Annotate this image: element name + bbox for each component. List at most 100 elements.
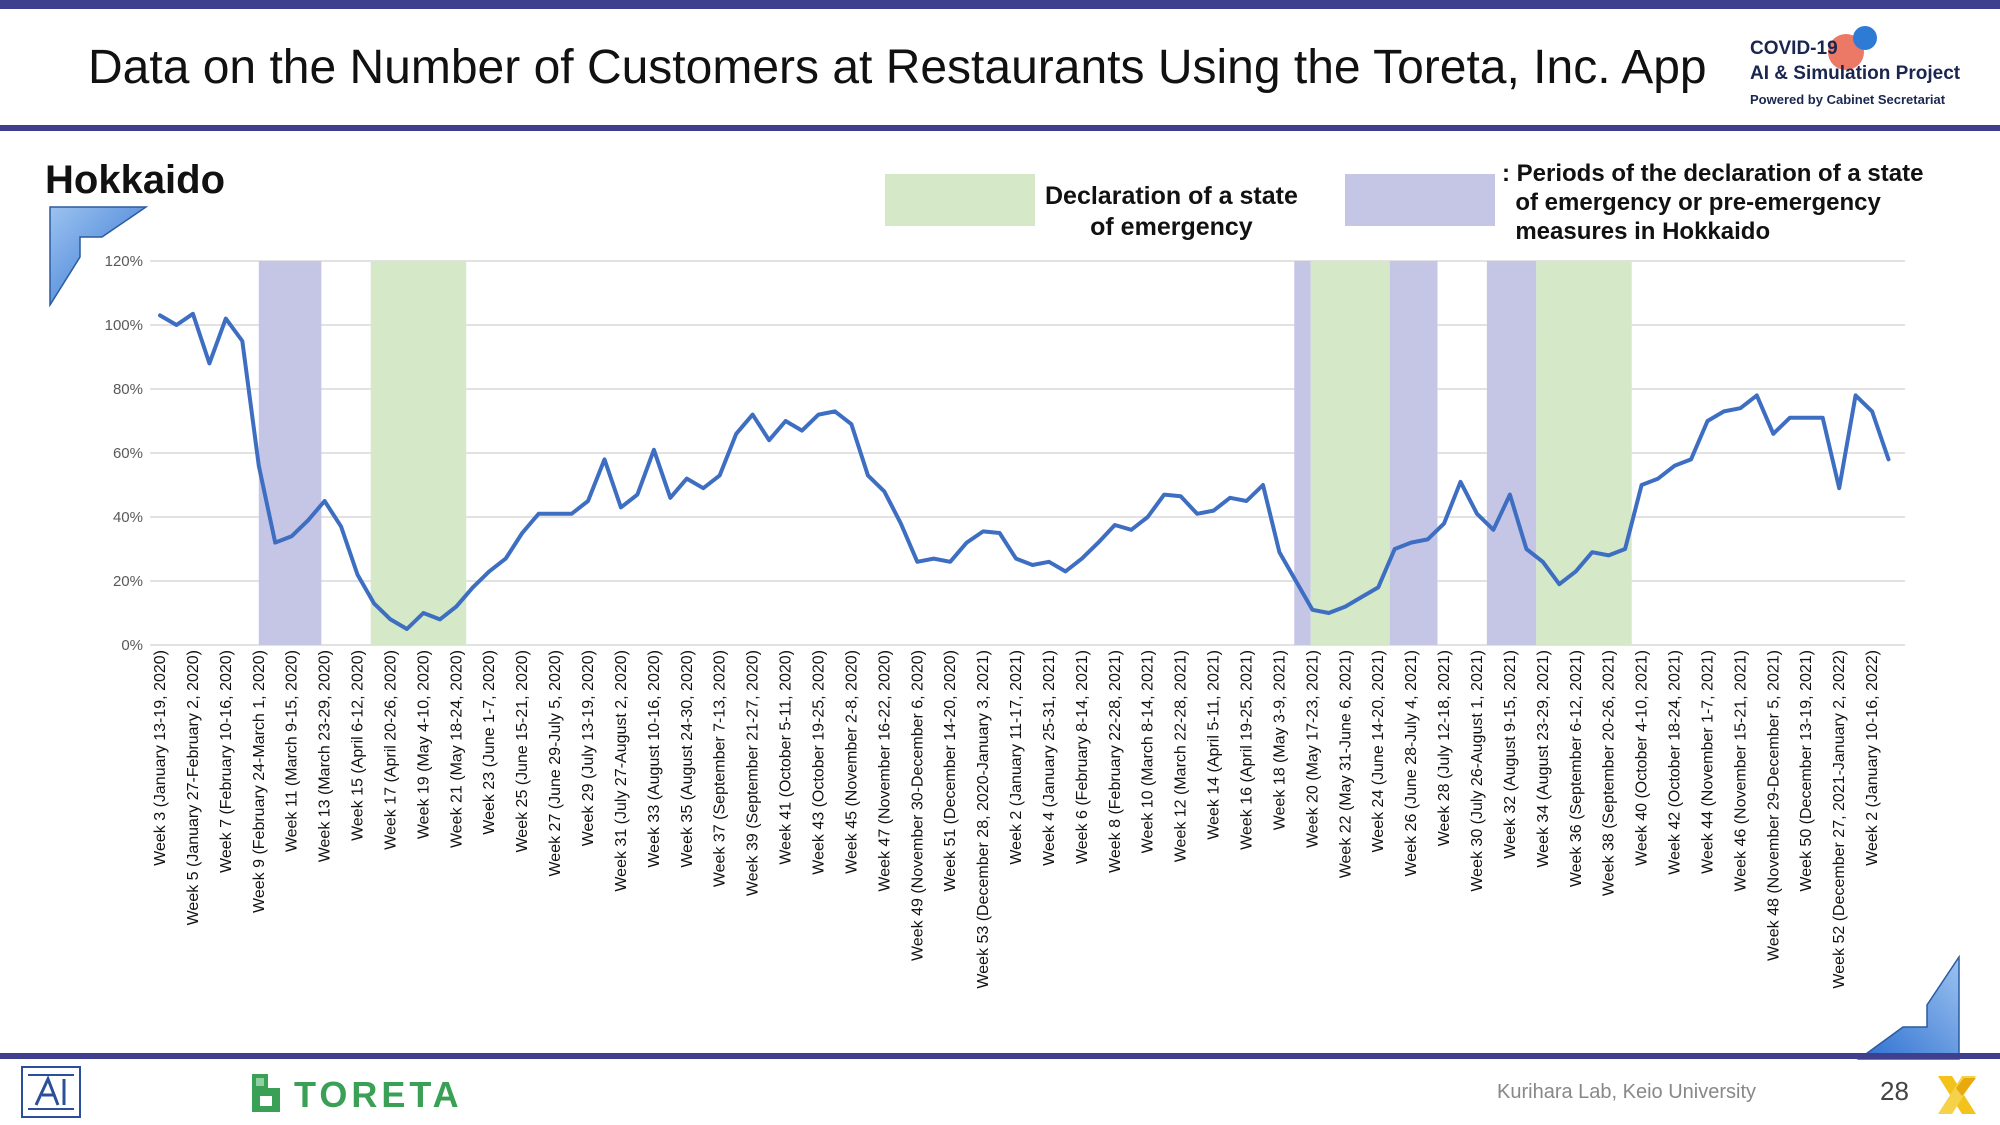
data-point bbox=[1458, 480, 1463, 484]
data-point bbox=[1689, 457, 1693, 461]
x-tick-label: Week 3 (January 13-19, 2020) bbox=[152, 650, 169, 866]
data-point bbox=[1343, 605, 1347, 609]
data-point bbox=[619, 505, 623, 509]
data-point bbox=[1640, 483, 1644, 487]
data-point bbox=[1113, 523, 1117, 527]
x-tick-label: Week 26 (June 28-July 4, 2021) bbox=[1403, 650, 1420, 877]
data-point bbox=[1804, 416, 1808, 420]
x-tick-label: Week 49 (November 30-December 6, 2020) bbox=[909, 650, 926, 961]
data-point bbox=[1030, 563, 1035, 567]
x-tick-label: Week 52 (December 27, 2021-January 2, 20… bbox=[1831, 650, 1848, 989]
data-point bbox=[1080, 557, 1084, 561]
data-point bbox=[1656, 477, 1660, 481]
x-tick-label: Week 7 (February 10-16, 2020) bbox=[218, 650, 235, 873]
data-point bbox=[1870, 409, 1874, 413]
x-tick-label: Week 28 (July 12-18, 2021) bbox=[1436, 650, 1453, 846]
data-point bbox=[965, 541, 969, 545]
data-point bbox=[602, 457, 607, 461]
x-tick-label: Week 17 (April 20-26, 2020) bbox=[382, 650, 399, 850]
data-point bbox=[1360, 595, 1364, 599]
y-tick-label: 120% bbox=[105, 253, 143, 270]
x-tick-label: Week 35 (August 24-30, 2020) bbox=[679, 650, 696, 868]
data-point bbox=[882, 489, 886, 493]
x-tick-label: Week 14 (April 5-11, 2021) bbox=[1206, 650, 1223, 840]
x-tick-label: Week 18 (May 3-9, 2021) bbox=[1271, 650, 1288, 830]
logo-line-1: COVID-19 bbox=[1750, 38, 1838, 59]
x-tick-label: Week 38 (September 20-26, 2021) bbox=[1601, 650, 1618, 896]
data-point bbox=[1574, 569, 1578, 574]
x-tick-label: Week 53 (December 28, 2020-January 3, 20… bbox=[975, 650, 992, 989]
x-tick-label: Week 36 (September 6-12, 2021) bbox=[1568, 650, 1585, 887]
data-point bbox=[1771, 432, 1775, 436]
x-tick-label: Week 29 (July 13-19, 2020) bbox=[580, 650, 597, 846]
data-point bbox=[1557, 582, 1561, 586]
data-point bbox=[487, 569, 491, 574]
series-line bbox=[158, 311, 1891, 631]
data-point bbox=[1738, 406, 1742, 410]
data-point bbox=[833, 409, 837, 413]
legend-swatch-pre-emergency bbox=[1345, 174, 1495, 226]
data-point bbox=[339, 525, 343, 529]
x-tick-label: Week 37 (September 7-13, 2020) bbox=[712, 650, 729, 887]
data-point bbox=[718, 473, 722, 477]
x-tick-label: Week 33 (August 10-16, 2020) bbox=[646, 650, 663, 868]
corner-decoration-top-left bbox=[49, 206, 148, 307]
data-point bbox=[1376, 585, 1380, 590]
data-point bbox=[997, 531, 1002, 535]
data-point bbox=[701, 486, 705, 490]
data-point bbox=[1475, 512, 1479, 516]
data-point bbox=[1096, 541, 1100, 545]
x-tick-label: Week 15 (April 6-12, 2020) bbox=[350, 650, 367, 841]
x-tick-label: Week 10 (March 8-14, 2021) bbox=[1140, 650, 1157, 853]
x-tick-label: Week 50 (December 13-19, 2021) bbox=[1798, 650, 1815, 892]
data-point bbox=[174, 323, 179, 327]
x-tick-label: Week 5 (January 27-February 2, 2020) bbox=[185, 650, 202, 925]
data-point bbox=[1327, 611, 1331, 615]
data-point bbox=[504, 557, 508, 561]
legend-label-pre-emergency: : Periods of the declaration of a state … bbox=[1502, 160, 1924, 245]
y-tick-label: 80% bbox=[113, 381, 143, 398]
x-tick-label: Week 39 (September 21-27, 2020) bbox=[745, 650, 762, 896]
data-point bbox=[1425, 537, 1430, 542]
data-point bbox=[1014, 557, 1018, 561]
data-point bbox=[372, 601, 376, 606]
data-point bbox=[932, 557, 936, 561]
x-tick-label: Week 47 (November 16-22, 2020) bbox=[876, 650, 893, 892]
toreta-wordmark: TORETA bbox=[294, 1074, 463, 1115]
data-point bbox=[1063, 569, 1068, 574]
data-point bbox=[1393, 547, 1397, 551]
data-point bbox=[685, 477, 689, 481]
shaded-period-emergency bbox=[1310, 261, 1390, 645]
data-point bbox=[1508, 493, 1512, 497]
data-point bbox=[240, 339, 244, 343]
data-point bbox=[224, 317, 228, 321]
logo-line-2: AI & Simulation Project bbox=[1750, 63, 1961, 84]
data-point bbox=[1277, 550, 1282, 554]
data-point bbox=[1244, 499, 1249, 503]
x-tick-label: Week 48 (November 29-December 5, 2021) bbox=[1765, 650, 1782, 961]
data-point bbox=[454, 605, 458, 609]
data-point bbox=[1821, 416, 1825, 420]
data-point bbox=[1607, 553, 1611, 558]
data-point bbox=[1310, 608, 1314, 612]
data-point bbox=[1886, 457, 1891, 461]
x-tick-label: Week 4 (January 25-31, 2021) bbox=[1041, 650, 1058, 866]
data-point bbox=[1162, 493, 1166, 497]
x-tick-label: Week 9 (February 24-March 1, 2020) bbox=[251, 650, 268, 913]
x-tick-label: Week 31 (July 27-August 2, 2020) bbox=[613, 650, 630, 892]
shaded-period-emergency bbox=[370, 261, 467, 645]
data-point bbox=[751, 413, 755, 417]
data-point bbox=[471, 585, 475, 590]
x-tick-label: Week 8 (February 22-28, 2021) bbox=[1107, 650, 1124, 873]
x-tick-label: Week 11 (March 9-15, 2020) bbox=[284, 650, 301, 852]
x-tick-label: Week 42 (October 18-24, 2021) bbox=[1667, 650, 1684, 875]
data-point bbox=[388, 617, 393, 622]
data-point bbox=[586, 499, 590, 503]
data-point bbox=[1442, 521, 1446, 526]
data-point bbox=[899, 521, 903, 526]
page-title: Data on the Number of Customers at Resta… bbox=[88, 41, 1707, 94]
data-point bbox=[668, 496, 672, 500]
data-point bbox=[306, 518, 310, 522]
x-mark-icon bbox=[1938, 1076, 1976, 1114]
data-point bbox=[915, 560, 919, 564]
